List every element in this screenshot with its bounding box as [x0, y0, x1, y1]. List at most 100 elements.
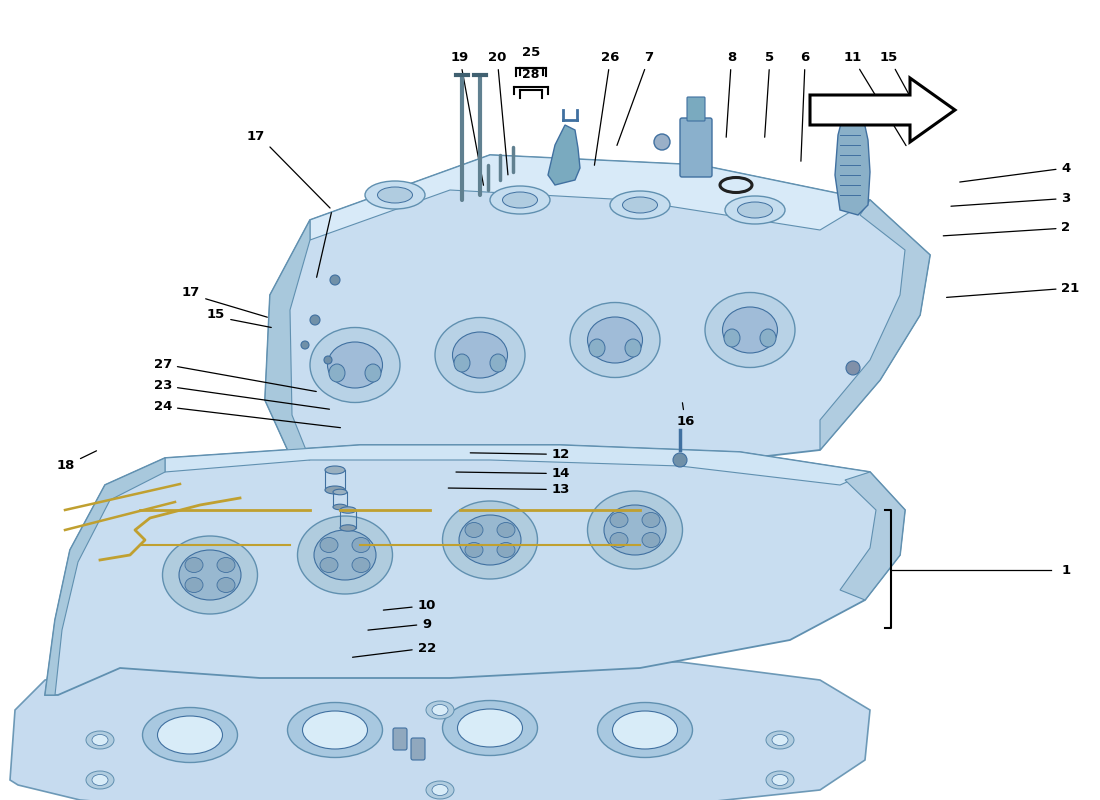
- Polygon shape: [840, 472, 905, 600]
- Ellipse shape: [426, 701, 454, 719]
- Ellipse shape: [365, 181, 425, 209]
- Ellipse shape: [613, 711, 678, 749]
- FancyBboxPatch shape: [411, 738, 425, 760]
- Ellipse shape: [333, 504, 346, 510]
- Text: 5: 5: [764, 51, 774, 138]
- Polygon shape: [45, 445, 905, 695]
- Ellipse shape: [352, 558, 370, 573]
- Ellipse shape: [314, 530, 376, 580]
- Ellipse shape: [623, 197, 658, 213]
- Text: 26: 26: [594, 51, 619, 166]
- Ellipse shape: [302, 711, 367, 749]
- Circle shape: [324, 356, 332, 364]
- FancyBboxPatch shape: [688, 97, 705, 121]
- Ellipse shape: [705, 293, 795, 367]
- Ellipse shape: [454, 354, 470, 372]
- Ellipse shape: [772, 734, 788, 746]
- Circle shape: [846, 361, 860, 375]
- Text: parts
since
1985: parts since 1985: [539, 330, 661, 470]
- Ellipse shape: [86, 771, 114, 789]
- Ellipse shape: [465, 542, 483, 558]
- Polygon shape: [835, 108, 870, 215]
- Ellipse shape: [459, 515, 521, 565]
- Ellipse shape: [86, 731, 114, 749]
- Ellipse shape: [185, 578, 204, 593]
- Ellipse shape: [497, 522, 515, 538]
- FancyBboxPatch shape: [680, 118, 712, 177]
- Ellipse shape: [642, 533, 660, 547]
- Circle shape: [301, 341, 309, 349]
- Text: 27: 27: [154, 358, 317, 391]
- Polygon shape: [265, 155, 930, 478]
- Text: 23: 23: [154, 379, 329, 410]
- Ellipse shape: [92, 774, 108, 786]
- Text: 15: 15: [207, 307, 226, 321]
- Ellipse shape: [324, 486, 345, 494]
- Text: 1: 1: [1062, 563, 1070, 577]
- Text: 20: 20: [488, 51, 508, 175]
- Ellipse shape: [352, 538, 370, 553]
- Ellipse shape: [217, 578, 235, 593]
- Ellipse shape: [179, 550, 241, 600]
- Ellipse shape: [497, 542, 515, 558]
- Text: 11: 11: [844, 51, 906, 146]
- Polygon shape: [165, 445, 870, 485]
- Ellipse shape: [310, 327, 400, 402]
- Ellipse shape: [610, 191, 670, 219]
- Text: 22: 22: [353, 642, 436, 658]
- Text: 21: 21: [947, 282, 1080, 298]
- Ellipse shape: [490, 354, 506, 372]
- Ellipse shape: [340, 507, 356, 514]
- Text: 9: 9: [368, 618, 431, 630]
- Polygon shape: [810, 78, 955, 142]
- Ellipse shape: [458, 709, 522, 747]
- Ellipse shape: [490, 186, 550, 214]
- Ellipse shape: [434, 318, 525, 393]
- Ellipse shape: [426, 781, 454, 799]
- Text: 3: 3: [952, 192, 1070, 206]
- Ellipse shape: [724, 329, 740, 347]
- Ellipse shape: [377, 187, 412, 203]
- Text: 6: 6: [801, 51, 810, 162]
- Polygon shape: [820, 200, 930, 450]
- Ellipse shape: [442, 501, 538, 579]
- Text: 10: 10: [384, 599, 436, 612]
- Ellipse shape: [760, 329, 775, 347]
- Ellipse shape: [324, 466, 345, 474]
- Text: 19: 19: [451, 51, 484, 186]
- Ellipse shape: [725, 196, 785, 224]
- Ellipse shape: [503, 192, 538, 208]
- Ellipse shape: [570, 302, 660, 378]
- Text: 17: 17: [246, 130, 265, 143]
- Circle shape: [330, 275, 340, 285]
- Ellipse shape: [143, 707, 238, 762]
- Circle shape: [654, 134, 670, 150]
- Text: 18: 18: [57, 451, 97, 472]
- Polygon shape: [45, 458, 165, 695]
- Ellipse shape: [766, 771, 794, 789]
- Text: 2: 2: [944, 222, 1070, 236]
- Ellipse shape: [766, 731, 794, 749]
- Polygon shape: [310, 155, 870, 240]
- Ellipse shape: [610, 533, 628, 547]
- Ellipse shape: [737, 202, 772, 218]
- Ellipse shape: [588, 339, 605, 357]
- Ellipse shape: [340, 525, 356, 531]
- Ellipse shape: [465, 522, 483, 538]
- Text: 24: 24: [154, 400, 340, 428]
- Ellipse shape: [432, 785, 448, 795]
- Circle shape: [310, 315, 320, 325]
- Text: 13: 13: [449, 483, 570, 496]
- Ellipse shape: [92, 734, 108, 746]
- Ellipse shape: [287, 702, 383, 758]
- Ellipse shape: [329, 364, 345, 382]
- Circle shape: [673, 453, 688, 467]
- Ellipse shape: [320, 538, 338, 553]
- Ellipse shape: [432, 705, 448, 715]
- Text: 8: 8: [726, 51, 736, 138]
- Text: 15: 15: [880, 51, 928, 130]
- Polygon shape: [265, 220, 310, 460]
- Text: 14: 14: [456, 467, 570, 480]
- FancyBboxPatch shape: [393, 728, 407, 750]
- Text: 28: 28: [522, 69, 540, 82]
